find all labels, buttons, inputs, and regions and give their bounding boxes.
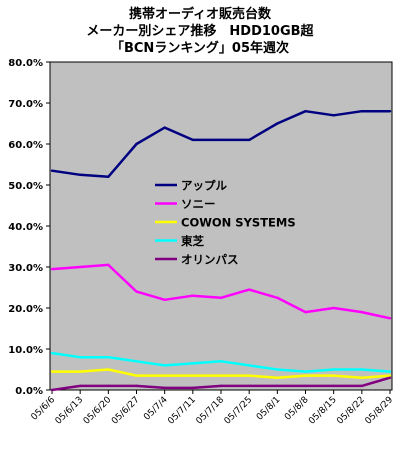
data-point — [360, 110, 364, 113]
legend-label: ソニー — [181, 197, 216, 211]
data-point — [388, 110, 392, 113]
data-point — [219, 138, 223, 142]
data-point — [163, 126, 166, 129]
x-tick-label: 05/7/18 — [195, 395, 227, 427]
chart-title-line-1: 携帯オーディオ販売台数 — [128, 7, 272, 22]
data-point — [360, 310, 364, 314]
data-point — [163, 298, 166, 301]
data-point — [135, 360, 138, 363]
data-point — [360, 384, 364, 388]
y-tick-label: 40.0% — [8, 222, 43, 233]
data-point — [50, 169, 54, 172]
x-tick-label: 05/6/6 — [30, 395, 58, 423]
legend-label: オリンパス — [181, 253, 239, 267]
y-tick-label: 60.0% — [8, 140, 43, 151]
data-point — [247, 374, 251, 377]
data-point — [191, 362, 195, 365]
data-point — [388, 370, 392, 373]
data-point — [276, 376, 279, 379]
data-point — [191, 386, 195, 390]
y-tick-label: 0.0% — [15, 386, 43, 397]
x-tick-label: 05/6/27 — [110, 395, 142, 427]
data-point — [276, 384, 279, 388]
data-point — [276, 296, 279, 299]
data-point — [163, 386, 166, 390]
data-point — [191, 138, 195, 142]
chart-title-line-3: 「BCNランキング」05年週次 — [110, 41, 290, 56]
chart-title-line-2: メーカー別シェア推移 HDD10GB超 — [86, 24, 314, 39]
data-point — [304, 374, 307, 377]
data-point — [219, 384, 223, 388]
data-point — [78, 265, 82, 269]
x-tick-label: 05/7/25 — [223, 395, 255, 427]
x-tick-label: 05/6/13 — [54, 395, 86, 427]
y-tick-label: 70.0% — [8, 99, 43, 110]
y-tick-label: 20.0% — [8, 304, 43, 315]
y-tick-label: 50.0% — [8, 181, 43, 192]
plot-area — [49, 61, 393, 391]
data-point — [247, 384, 251, 388]
x-tick-label: 05/8/29 — [364, 395, 396, 427]
x-tick-label: 05/8/1 — [255, 395, 283, 423]
x-tick-label: 05/8/8 — [283, 395, 311, 423]
data-point — [247, 288, 251, 291]
data-point — [276, 122, 279, 125]
data-point — [332, 306, 335, 310]
data-point — [78, 370, 82, 373]
data-point — [219, 360, 223, 363]
data-point — [219, 296, 223, 299]
data-point — [107, 356, 110, 359]
data-point — [50, 267, 54, 271]
data-point — [276, 368, 279, 371]
data-point — [360, 368, 364, 371]
data-point — [78, 173, 82, 176]
data-point — [247, 364, 251, 367]
legend-label: COWON SYSTEMS — [181, 216, 296, 230]
data-point — [78, 384, 82, 388]
legend-label: 東芝 — [181, 234, 204, 248]
data-point — [107, 384, 110, 388]
y-tick-label: 10.0% — [8, 345, 43, 356]
data-point — [191, 294, 195, 297]
data-point — [78, 356, 82, 359]
data-point — [388, 317, 392, 320]
x-tick-label: 05/8/22 — [335, 395, 367, 427]
data-point — [304, 110, 307, 113]
data-point — [135, 142, 138, 146]
data-point — [163, 364, 166, 367]
data-point — [191, 374, 195, 377]
data-point — [135, 290, 138, 293]
y-tick-label: 30.0% — [8, 263, 43, 274]
x-tick-label: 05/7/4 — [142, 395, 170, 423]
x-tick-label: 05/8/15 — [307, 395, 339, 427]
data-point — [304, 370, 307, 373]
data-point — [107, 263, 110, 267]
data-point — [247, 138, 251, 142]
data-point — [107, 175, 110, 178]
y-tick-label: 80.0% — [8, 58, 43, 69]
data-point — [304, 310, 307, 314]
data-point — [107, 368, 110, 371]
data-point — [332, 114, 335, 117]
x-tick-label: 05/7/11 — [166, 395, 198, 427]
data-point — [360, 376, 364, 379]
data-point — [388, 376, 392, 379]
data-point — [219, 374, 223, 377]
data-point — [332, 368, 335, 371]
data-point — [50, 388, 54, 392]
data-point — [135, 374, 138, 377]
data-point — [332, 374, 335, 377]
data-point — [304, 384, 307, 388]
data-point — [50, 351, 54, 355]
x-tick-label: 05/6/20 — [82, 395, 114, 427]
data-point — [332, 384, 335, 388]
data-point — [50, 370, 54, 373]
data-point — [135, 384, 138, 388]
legend-label: アップル — [181, 179, 227, 193]
data-point — [163, 374, 166, 377]
data-point — [388, 374, 392, 377]
